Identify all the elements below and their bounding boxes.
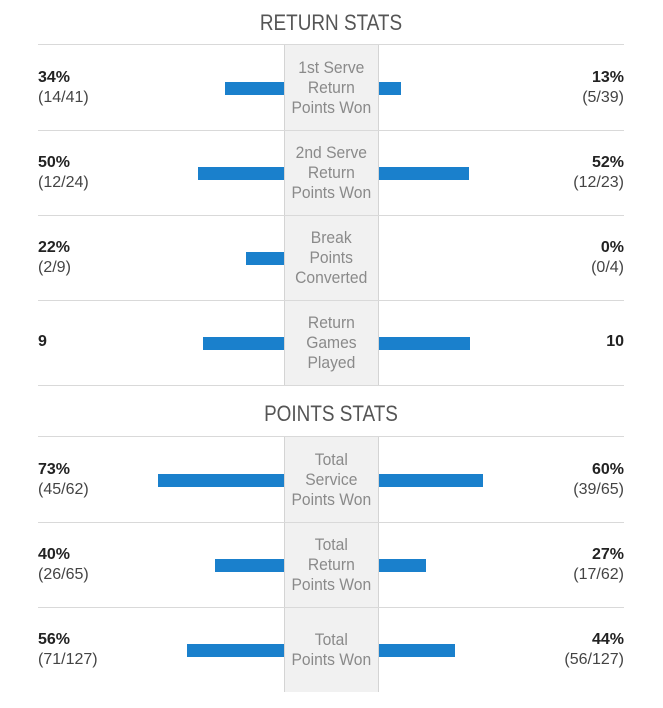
stat-fraction: (71/127) [38, 651, 98, 668]
stat-percentage: 73% [38, 461, 71, 478]
player2-bar [379, 644, 455, 657]
player1-bar [215, 559, 284, 572]
section-divider [38, 436, 624, 437]
player2-bar [379, 559, 426, 572]
center-label-column [284, 437, 379, 692]
section-divider [38, 44, 624, 45]
stat-label: 1st Serve Return Points Won [291, 57, 372, 117]
stat-fraction: (12/23) [573, 174, 624, 191]
player1-value: 22% (2/9) [38, 238, 71, 278]
stat-label: 2nd Serve Return Points Won [291, 142, 372, 202]
stat-label-cell: Total Points Won [284, 607, 379, 692]
stat-row: Break Points Converted 22% (2/9) 0% (0/4) [0, 215, 663, 300]
player1-bar [198, 167, 284, 180]
stat-fraction: (17/62) [573, 566, 624, 583]
stat-label: Total Return Points Won [291, 534, 372, 594]
row-divider [38, 385, 624, 386]
stat-percentage: 56% [38, 631, 71, 648]
player1-bar [203, 337, 284, 350]
player1-bar [225, 82, 284, 95]
stat-row: 2nd Serve Return Points Won 50% (12/24) 52%… [0, 130, 663, 215]
stat-label-cell: Total Service Points Won [284, 437, 379, 522]
player1-bar [158, 474, 284, 487]
stat-percentage: 52% [591, 154, 624, 171]
row-divider [38, 215, 624, 216]
stat-row: Total Return Points Won 40% (26/65) 27% (17/… [0, 522, 663, 607]
stat-percentage: 40% [38, 546, 71, 563]
player1-value: 73% (45/62) [38, 460, 89, 500]
row-divider [38, 300, 624, 301]
player2-value: 10 [606, 332, 624, 352]
player1-value: 9 [38, 332, 47, 352]
player1-bar [187, 644, 284, 657]
stat-label-cell: Total Return Points Won [284, 522, 379, 607]
row-divider [38, 607, 624, 608]
stat-label: Return Games Played [306, 312, 357, 372]
player2-value: 0% (0/4) [591, 238, 624, 278]
section-title: POINTS STATS [264, 401, 398, 426]
stat-percentage: 44% [591, 631, 624, 648]
player2-bar [379, 337, 470, 350]
player1-value: 50% (12/24) [38, 153, 89, 193]
stat-percentage: 13% [591, 69, 624, 86]
stat-percentage: 60% [591, 461, 624, 478]
stat-fraction: (45/62) [38, 481, 89, 498]
stat-label-cell: 2nd Serve Return Points Won [284, 130, 379, 215]
player2-value: 52% (12/23) [573, 153, 624, 193]
player1-value: 34% (14/41) [38, 68, 89, 108]
player2-value: 27% (17/62) [573, 545, 624, 585]
stat-percentage: 34% [38, 69, 71, 86]
stat-percentage: 9 [38, 333, 47, 350]
player2-bar [379, 474, 483, 487]
stat-percentage: 50% [38, 154, 71, 171]
player1-value: 56% (71/127) [38, 630, 98, 670]
stat-percentage: 0% [600, 239, 624, 256]
player2-value: 44% (56/127) [564, 630, 624, 670]
player2-value: 60% (39/65) [573, 460, 624, 500]
stat-label-cell: Break Points Converted [284, 215, 379, 300]
stat-fraction: (0/4) [591, 259, 624, 276]
row-divider [38, 130, 624, 131]
stat-label-cell: 1st Serve Return Points Won [284, 45, 379, 130]
stat-percentage: 22% [38, 239, 71, 256]
stat-fraction: (39/65) [573, 481, 624, 498]
stat-label: Total Service Points Won [291, 449, 372, 509]
stat-row: Return Games Played 9 10 [0, 300, 663, 385]
stat-percentage: 10 [606, 333, 624, 350]
stat-label: Break Points Converted [295, 227, 368, 287]
stat-fraction: (5/39) [582, 89, 624, 106]
player1-bar [246, 252, 284, 265]
stat-row: Total Points Won 56% (71/127) 44% (56/127) [0, 607, 663, 692]
row-divider [38, 522, 624, 523]
stat-label: Total Points Won [291, 629, 372, 669]
player2-value: 13% (5/39) [582, 68, 624, 108]
stat-label-cell: Return Games Played [284, 300, 379, 385]
stat-fraction: (2/9) [38, 259, 71, 276]
stat-fraction: (14/41) [38, 89, 89, 106]
stat-percentage: 27% [591, 546, 624, 563]
player1-value: 40% (26/65) [38, 545, 89, 585]
player2-bar [379, 82, 401, 95]
section-title: RETURN STATS [259, 10, 403, 35]
player2-bar [379, 167, 469, 180]
stat-row: Total Service Points Won 73% (45/62) 60% (39… [0, 437, 663, 522]
stat-row: 1st Serve Return Points Won 34% (14/41) 13%… [0, 45, 663, 130]
stat-fraction: (56/127) [564, 651, 624, 668]
stat-fraction: (12/24) [38, 174, 89, 191]
stat-fraction: (26/65) [38, 566, 89, 583]
